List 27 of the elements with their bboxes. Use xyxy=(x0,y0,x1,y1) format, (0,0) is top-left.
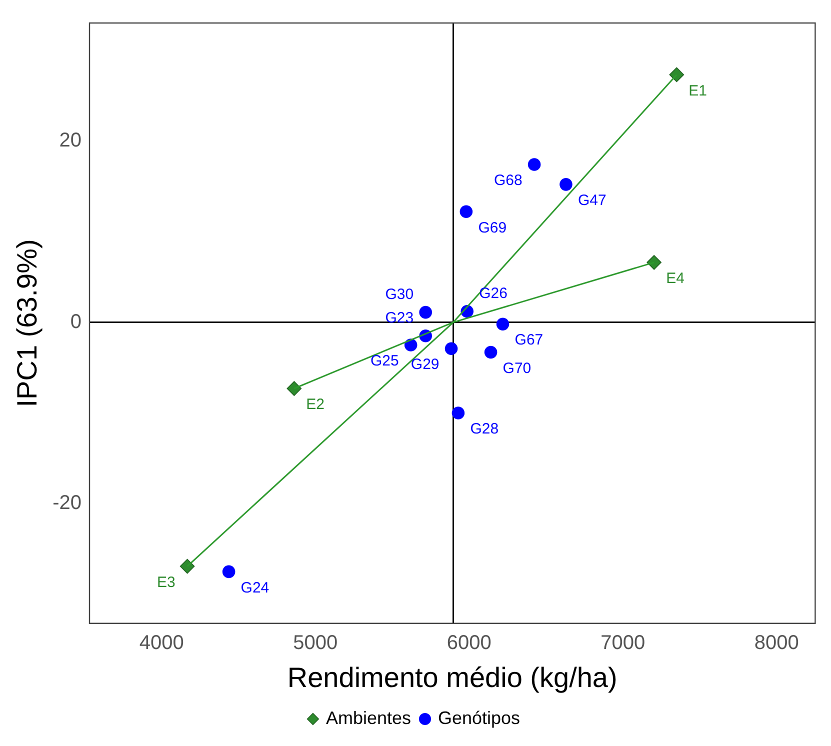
annotation: G25 xyxy=(370,352,399,370)
x-tick-label: 7000 xyxy=(600,632,646,654)
annotation: G70 xyxy=(502,360,532,377)
y-tick-label: -20 xyxy=(52,492,82,514)
annotation: E4 xyxy=(666,270,684,288)
x-tick-label: 8000 xyxy=(754,632,799,654)
annotation: E2 xyxy=(306,396,325,414)
legend-label: Genótipos xyxy=(438,708,520,728)
annotation: G69 xyxy=(478,219,507,236)
y-tick-label: 20 xyxy=(59,129,82,152)
annotation: G26 xyxy=(479,285,508,302)
x-tick-label: 6000 xyxy=(446,632,492,654)
x-tick-label: 5000 xyxy=(293,632,338,654)
x-axis-title: Rendimento médio (kg/ha) xyxy=(287,662,618,693)
annotation: G67 xyxy=(514,332,544,349)
annotation: G28 xyxy=(470,420,499,438)
annotation: E1 xyxy=(688,82,708,100)
annotation: G29 xyxy=(410,356,440,374)
x-tick-label: 4000 xyxy=(139,632,184,654)
annotation: G47 xyxy=(578,192,606,210)
y-axis-title: IPC1 (63.9%) xyxy=(12,239,43,408)
legend-label: Ambientes xyxy=(326,708,411,728)
y-tick-label: 0 xyxy=(70,310,82,333)
annotation: E3 xyxy=(156,574,176,591)
annotation: G68 xyxy=(494,172,522,190)
annotation: G30 xyxy=(385,286,414,303)
annotation: G24 xyxy=(240,579,270,596)
